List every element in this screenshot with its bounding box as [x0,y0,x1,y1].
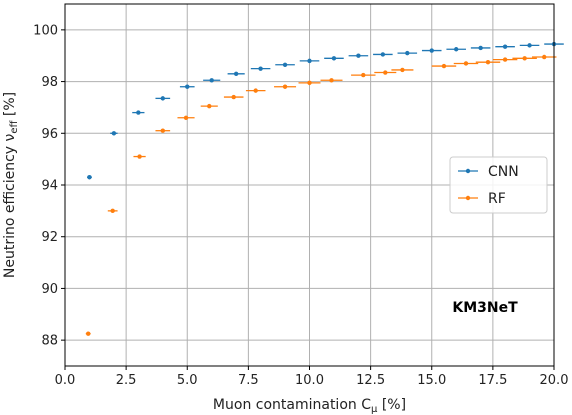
data-point [429,48,434,53]
data-point [485,59,491,65]
y-tick-label: 96 [41,127,58,142]
data-series [85,41,564,336]
data-point [307,58,312,64]
legend-swatch-marker [465,195,471,201]
y-axis-title-unit: [%] [2,92,18,121]
data-point [522,56,527,61]
x-tick-label: 2.5 [116,373,137,388]
data-point [137,154,142,159]
x-axis-title-unit: [%] [377,397,406,413]
data-point [502,57,508,62]
data-point [542,54,547,60]
data-point [405,50,410,56]
y-tick-label: 98 [41,75,58,90]
km3net-annotation: KM3NeT [452,300,518,316]
data-point [527,43,532,48]
y-tick-label: 90 [41,282,58,297]
x-tick-label: 7.5 [238,373,259,388]
data-point [111,131,117,136]
data-point [160,96,165,101]
legend-label-cnn: CNN [488,164,519,180]
y-tick-label: 94 [41,179,58,194]
x-tick-label: 15.0 [417,373,446,388]
series-rf [85,54,557,336]
data-point [207,103,212,109]
data-point [380,52,386,57]
y-tick-label: 88 [41,334,58,349]
data-point [383,70,388,75]
data-point [329,78,334,83]
legend-label-rf: RF [488,191,506,207]
y-tick-label: 92 [41,230,58,245]
data-point [441,63,447,69]
data-point [331,56,337,61]
data-point [233,71,239,77]
x-tick-label: 17.5 [478,373,507,388]
data-point [478,45,483,51]
x-axis-title-sub: μ [371,404,378,415]
data-point [160,128,165,133]
data-point [258,66,263,71]
data-point [253,88,258,93]
legend: CNN RF [449,156,548,214]
x-tick-label: 5.0 [177,373,198,388]
data-point [454,47,459,52]
data-point [185,84,190,89]
x-tick-label: 0.0 [55,373,76,388]
series-cnn [87,41,564,180]
data-point [356,53,361,58]
x-tick-label: 20.0 [540,373,569,388]
data-point [110,208,115,214]
data-point [231,94,236,100]
y-axis-title-sub: eff [9,119,20,133]
data-point [282,62,288,67]
data-point [282,84,288,89]
data-point [502,44,508,49]
x-axis-title: Muon contamination Cμ [%] [213,397,406,415]
x-tick-label: 12.5 [356,373,385,388]
y-tick-label: 100 [33,23,58,38]
x-axis-title-main: Muon contamination C [213,397,371,413]
y-axis-title-main: Neutrino efficiency ν [2,133,18,278]
data-point [400,67,405,73]
data-point [86,331,91,336]
axis-ticks: 0.0 2.5 5.0 7.5 10.0 12.5 15.0 17.5 20.0 88 90 92 94… [33,23,568,388]
legend-swatch-marker [465,168,471,174]
y-axis-title: Neutrino efficiency νeff [%] [2,92,20,278]
data-point [183,115,189,120]
data-point [209,78,214,83]
data-point [307,80,312,86]
x-tick-label: 10.0 [295,373,324,388]
data-point [361,72,366,78]
data-point [87,175,92,180]
data-point [463,61,469,66]
data-point [136,110,141,115]
